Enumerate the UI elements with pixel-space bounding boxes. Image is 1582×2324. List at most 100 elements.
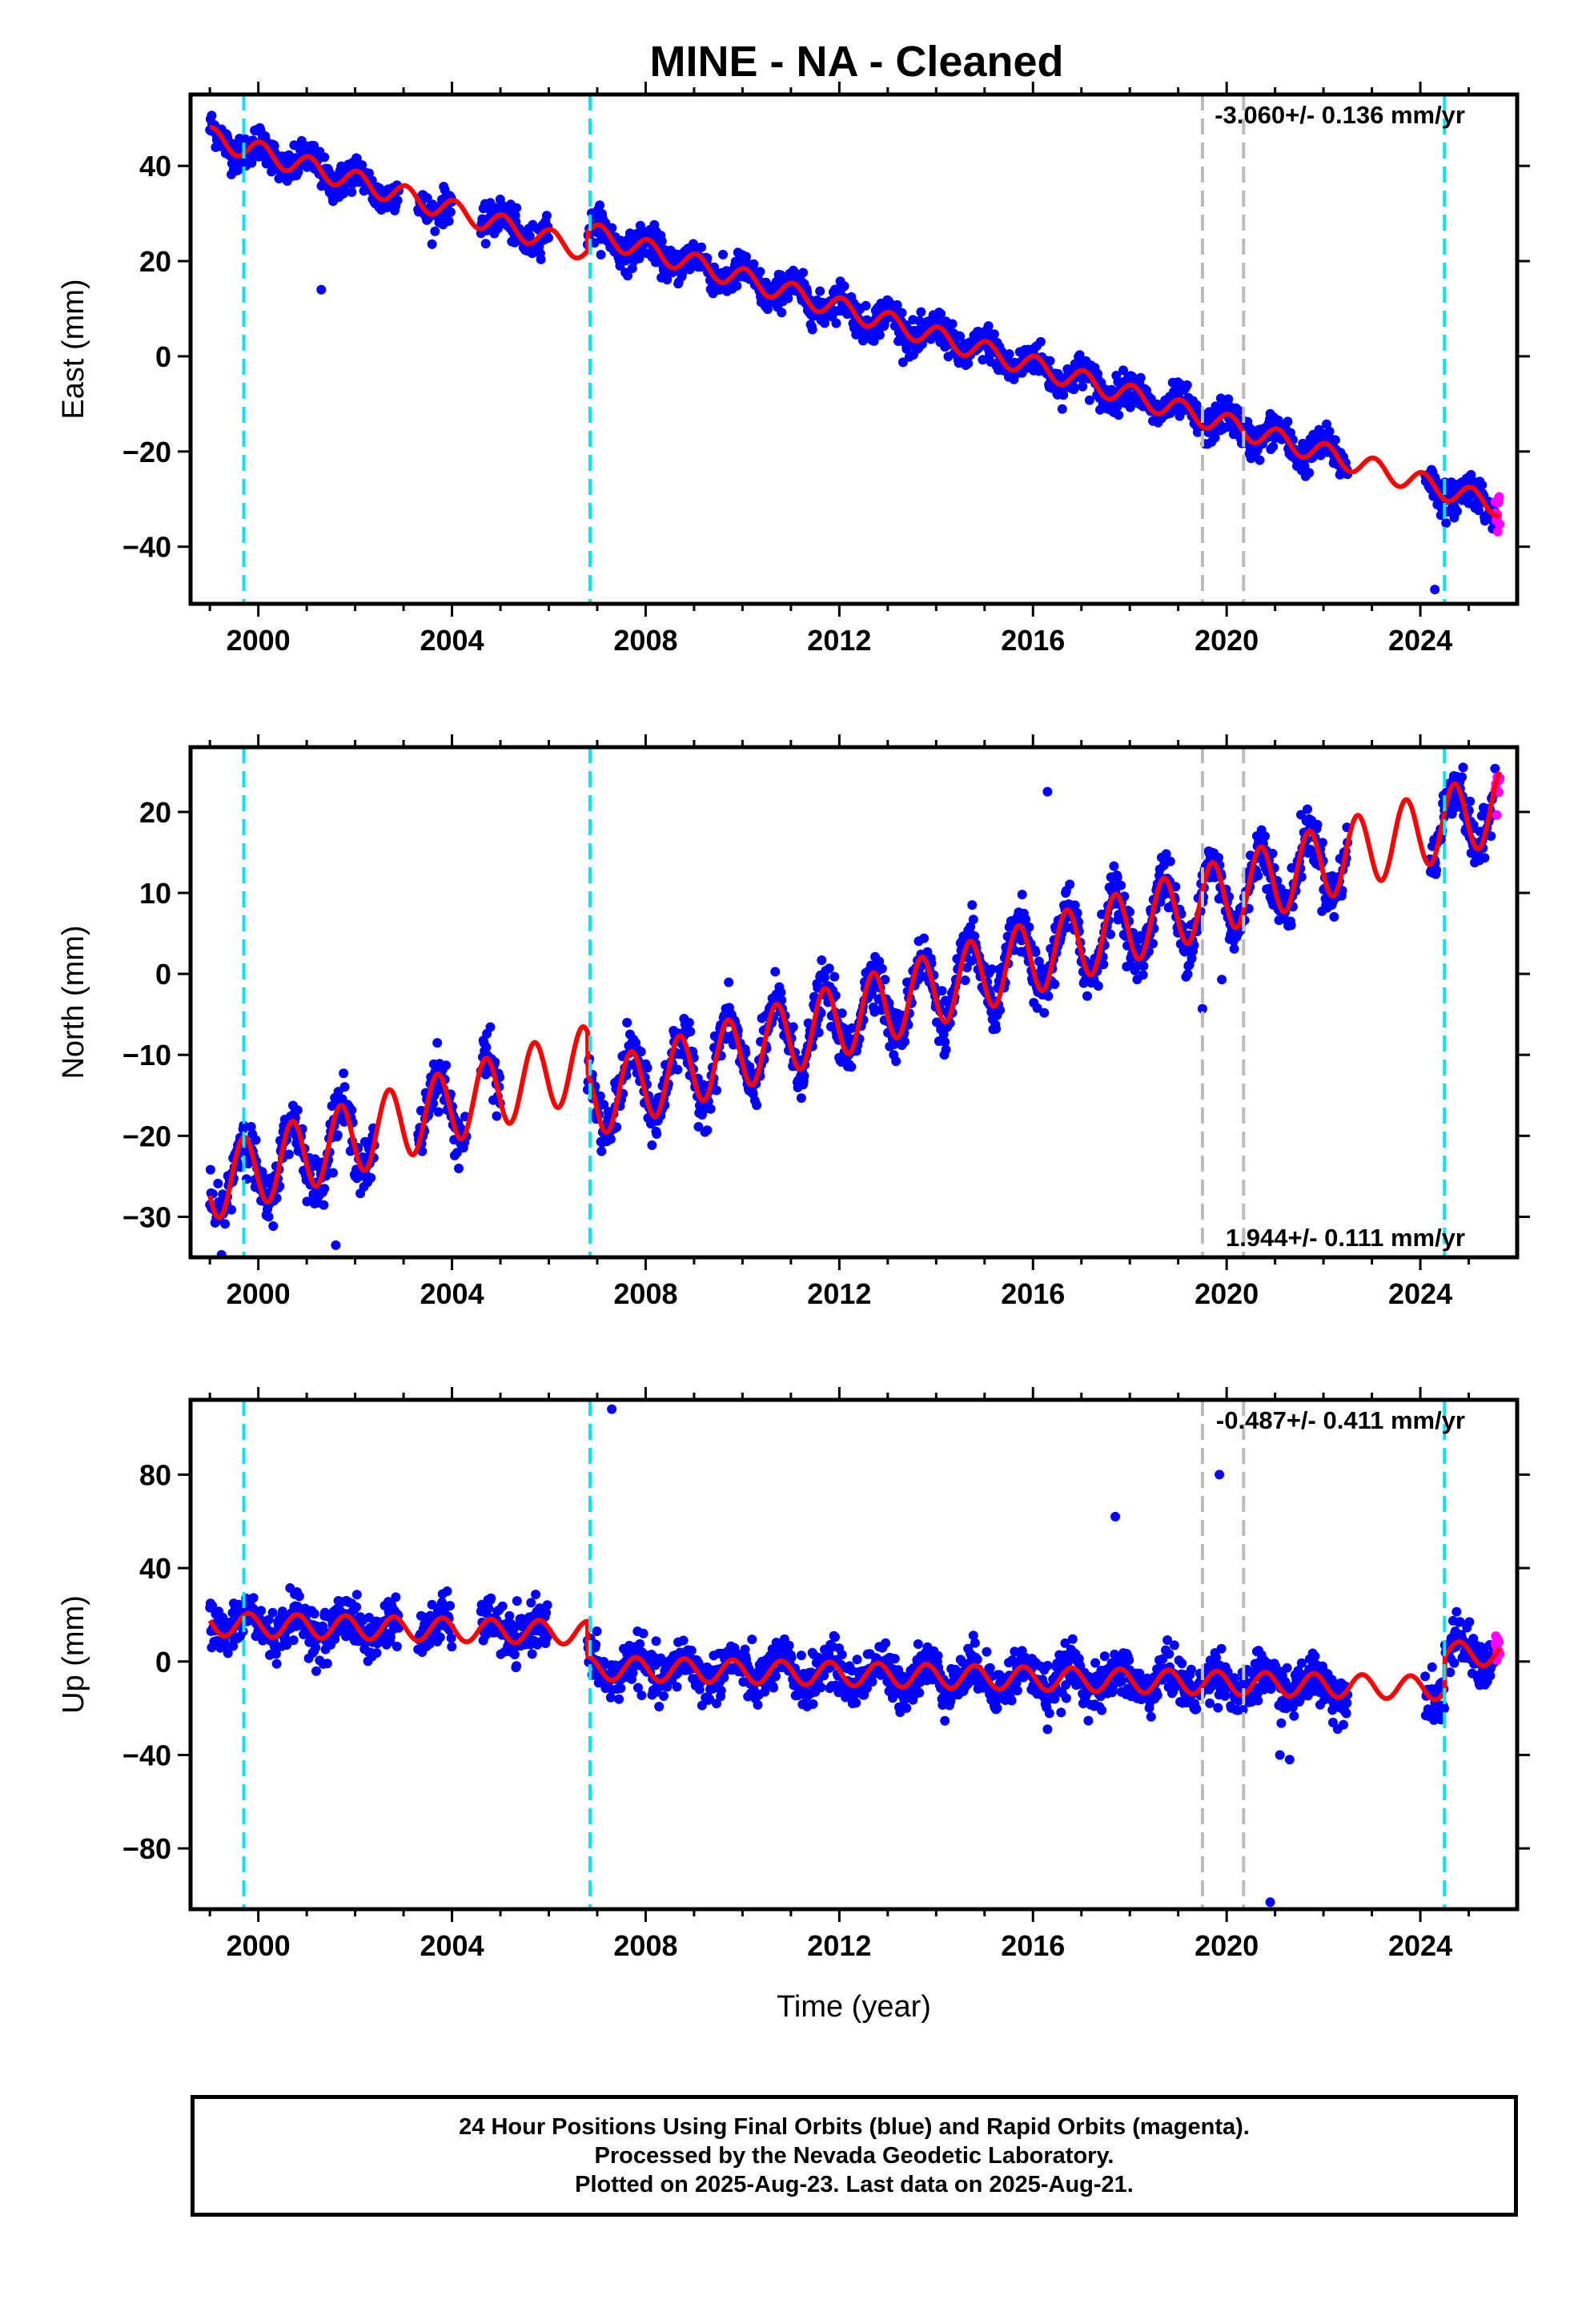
data-point	[492, 1111, 502, 1121]
data-point	[718, 249, 728, 259]
data-point	[311, 1666, 321, 1676]
data-point	[319, 1200, 329, 1210]
data-point	[1114, 410, 1124, 420]
data-point	[1058, 390, 1069, 400]
chart-title: MINE - NA - Cleaned	[649, 38, 1063, 86]
data-point	[228, 139, 239, 149]
data-point	[741, 1047, 751, 1058]
data-point	[1210, 432, 1220, 443]
data-point	[1135, 372, 1146, 383]
data-point	[309, 141, 319, 151]
data-point	[247, 158, 257, 168]
y-tick-label: −20	[122, 436, 171, 468]
data-point	[441, 1060, 452, 1071]
final-orbit-points	[205, 1583, 1500, 1735]
y-tick-label: −30	[122, 1200, 171, 1233]
data-point	[761, 277, 771, 287]
data-point	[672, 1682, 682, 1692]
data-point	[967, 900, 978, 911]
data-point	[796, 1651, 806, 1661]
data-point	[454, 1164, 464, 1173]
data-point	[248, 1593, 259, 1603]
rapid-point	[1494, 492, 1504, 502]
data-point	[771, 1671, 781, 1681]
data-point	[207, 111, 217, 121]
data-point	[1317, 838, 1327, 848]
data-point	[874, 956, 885, 967]
data-point	[829, 971, 840, 982]
data-point	[941, 1044, 951, 1055]
data-point	[526, 1598, 536, 1608]
data-point	[636, 1691, 647, 1700]
data-point	[686, 1646, 697, 1655]
data-point	[256, 1606, 267, 1616]
data-point	[1268, 441, 1279, 452]
data-point	[220, 1219, 231, 1229]
data-point	[807, 324, 817, 335]
data-point	[846, 1062, 857, 1072]
x-tick-label: 2004	[420, 624, 484, 657]
data-point	[685, 264, 695, 275]
data-point	[481, 1042, 492, 1052]
data-point	[274, 174, 284, 183]
data-point	[987, 964, 997, 975]
data-point	[916, 307, 926, 317]
data-point	[803, 1018, 813, 1028]
data-point	[480, 239, 491, 249]
data-point	[246, 1122, 256, 1132]
data-point	[940, 1037, 950, 1047]
data-point	[813, 1027, 824, 1038]
data-point	[962, 963, 972, 973]
data-point	[659, 1691, 669, 1701]
y-tick-label: 0	[155, 958, 171, 991]
data-point	[991, 1023, 1002, 1034]
outlier-point	[1197, 1003, 1207, 1014]
data-point	[769, 1683, 779, 1693]
data-point	[837, 1650, 847, 1660]
data-point	[1253, 870, 1263, 881]
rapid-point	[1492, 810, 1502, 820]
data-point	[654, 1702, 665, 1711]
data-point	[652, 1129, 662, 1139]
data-point	[724, 977, 734, 987]
data-point	[391, 1642, 402, 1651]
data-point	[311, 1642, 321, 1653]
rate-label: 1.944+/- 0.111 mm/yr	[1226, 1224, 1465, 1252]
outlier-point	[331, 1240, 341, 1250]
data-point	[527, 1649, 537, 1659]
y-tick-label: 40	[139, 150, 171, 183]
data-point	[1017, 890, 1027, 899]
x-tick-label: 2020	[1195, 624, 1259, 657]
data-point	[830, 1632, 840, 1642]
data-point	[319, 1184, 330, 1194]
final-orbit-points	[205, 111, 1500, 534]
data-point	[1441, 518, 1452, 529]
panel-north: 2000 2004 2008 2012 2016 2020 2024−30−20−10010…	[57, 734, 1530, 1310]
y-tick-label: 10	[139, 877, 171, 910]
data-point	[596, 250, 606, 259]
x-tick-label: 2020	[1195, 1277, 1259, 1310]
data-point	[656, 236, 667, 247]
data-point	[705, 1104, 716, 1114]
data-point	[852, 1655, 862, 1665]
data-point	[1477, 480, 1488, 490]
data-point	[595, 200, 605, 211]
data-point	[1032, 1003, 1042, 1013]
data-point	[486, 1593, 496, 1603]
data-point	[309, 1609, 319, 1619]
data-point	[1324, 426, 1335, 436]
data-point	[623, 271, 632, 281]
data-point	[445, 1601, 456, 1611]
x-tick-label: 2024	[1388, 624, 1452, 657]
data-point	[752, 1100, 762, 1111]
data-point	[542, 1600, 552, 1610]
data-point	[678, 1635, 689, 1646]
data-point	[1148, 939, 1158, 949]
data-point	[770, 967, 781, 977]
data-point	[1039, 1007, 1050, 1018]
data-point	[1084, 395, 1094, 405]
data-point	[1182, 380, 1192, 390]
data-point	[897, 357, 908, 368]
data-point	[509, 1650, 520, 1659]
